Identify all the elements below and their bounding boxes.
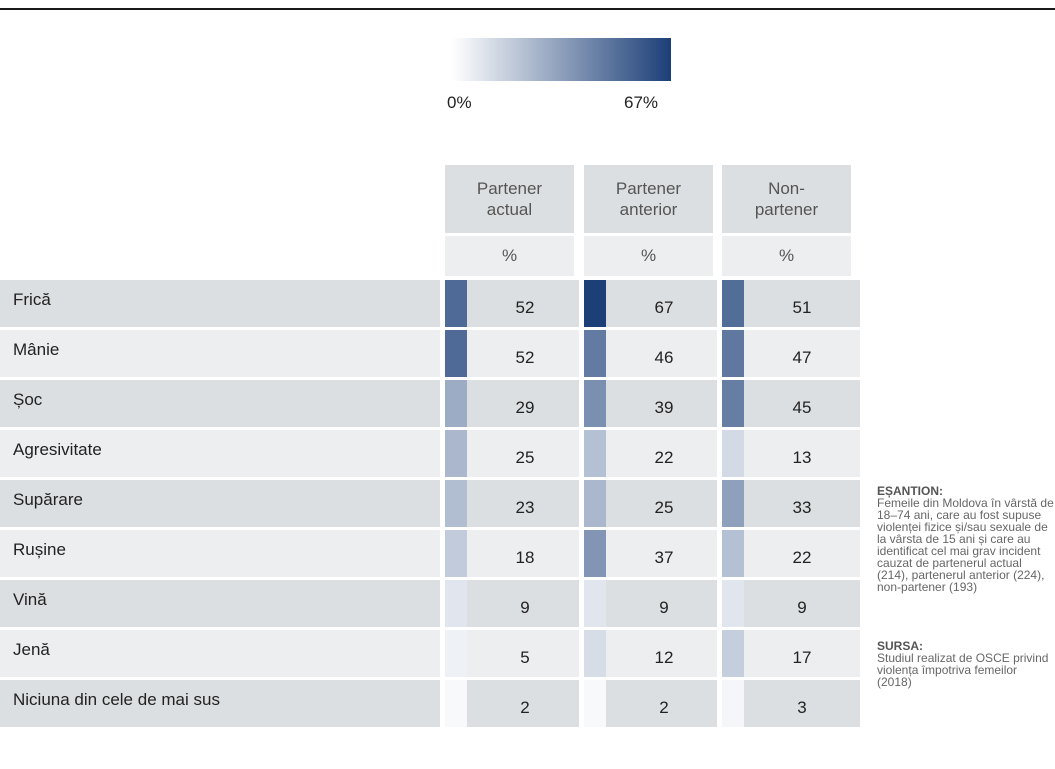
heat-cell xyxy=(445,430,467,477)
cell-value: 23 xyxy=(490,498,560,518)
heat-cell xyxy=(722,380,744,427)
heat-cell xyxy=(584,580,606,627)
cell-value: 17 xyxy=(767,648,837,668)
column-unit: % xyxy=(722,236,851,276)
cell-value: 67 xyxy=(629,298,699,318)
row-label: Rușine xyxy=(13,540,66,560)
heat-cell xyxy=(445,580,467,627)
column-header: Non- partener xyxy=(722,165,851,233)
column-header: Partener anterior xyxy=(584,165,713,233)
cell-value: 9 xyxy=(490,598,560,618)
heat-cell xyxy=(584,630,606,677)
heat-cell xyxy=(584,530,606,577)
column-unit: % xyxy=(584,236,713,276)
cell-value: 37 xyxy=(629,548,699,568)
cell-value: 29 xyxy=(490,398,560,418)
cell-value: 3 xyxy=(767,698,837,718)
cell-value: 2 xyxy=(490,698,560,718)
color-scale-legend xyxy=(452,38,671,81)
column-unit: % xyxy=(445,236,574,276)
cell-value: 13 xyxy=(767,448,837,468)
cell-value: 22 xyxy=(767,548,837,568)
top-rule xyxy=(0,8,1055,10)
source-text: Studiul realizat de OSCE privind violenț… xyxy=(877,652,1055,688)
cell-value: 25 xyxy=(629,498,699,518)
column-header: Partener actual xyxy=(445,165,574,233)
heat-cell xyxy=(584,330,606,377)
heat-cell xyxy=(722,280,744,327)
cell-value: 51 xyxy=(767,298,837,318)
heat-cell xyxy=(445,280,467,327)
cell-value: 12 xyxy=(629,648,699,668)
row-label: Supărare xyxy=(13,490,83,510)
heat-cell xyxy=(722,530,744,577)
heat-cell xyxy=(445,380,467,427)
heat-cell xyxy=(722,580,744,627)
row-label: Șoc xyxy=(13,390,42,410)
legend-min-label: 0% xyxy=(447,93,472,113)
heat-cell xyxy=(445,530,467,577)
row-label: Niciuna din cele de mai sus xyxy=(13,690,220,710)
cell-value: 9 xyxy=(767,598,837,618)
cell-value: 52 xyxy=(490,298,560,318)
cell-value: 22 xyxy=(629,448,699,468)
cell-value: 45 xyxy=(767,398,837,418)
heat-cell xyxy=(722,680,744,727)
row-label: Agresivitate xyxy=(13,440,102,460)
legend-max-label: 67% xyxy=(624,93,658,113)
heat-cell xyxy=(445,480,467,527)
cell-value: 25 xyxy=(490,448,560,468)
cell-value: 2 xyxy=(629,698,699,718)
heat-cell xyxy=(584,680,606,727)
heat-cell xyxy=(445,680,467,727)
cell-value: 18 xyxy=(490,548,560,568)
row-label: Mânie xyxy=(13,340,59,360)
heat-cell xyxy=(445,330,467,377)
cell-value: 52 xyxy=(490,348,560,368)
heat-cell xyxy=(584,280,606,327)
row-label: Vină xyxy=(13,590,47,610)
heat-cell xyxy=(722,330,744,377)
heat-cell xyxy=(722,630,744,677)
cell-value: 9 xyxy=(629,598,699,618)
cell-value: 39 xyxy=(629,398,699,418)
row-label: Jenă xyxy=(13,640,50,660)
source-note: SURSA: Studiul realizat de OSCE privind … xyxy=(877,640,1055,688)
cell-value: 33 xyxy=(767,498,837,518)
heat-cell xyxy=(584,430,606,477)
cell-value: 5 xyxy=(490,648,560,668)
heat-cell xyxy=(722,480,744,527)
heat-cell xyxy=(584,380,606,427)
heat-cell xyxy=(445,630,467,677)
cell-value: 47 xyxy=(767,348,837,368)
sample-note: EȘANTION: Femeile din Moldova în vârstă … xyxy=(877,485,1055,593)
cell-value: 46 xyxy=(629,348,699,368)
heat-cell xyxy=(722,430,744,477)
sample-text: Femeile din Moldova în vârstă de 18–74 a… xyxy=(877,497,1055,593)
heat-cell xyxy=(584,480,606,527)
row-label: Frică xyxy=(13,290,51,310)
